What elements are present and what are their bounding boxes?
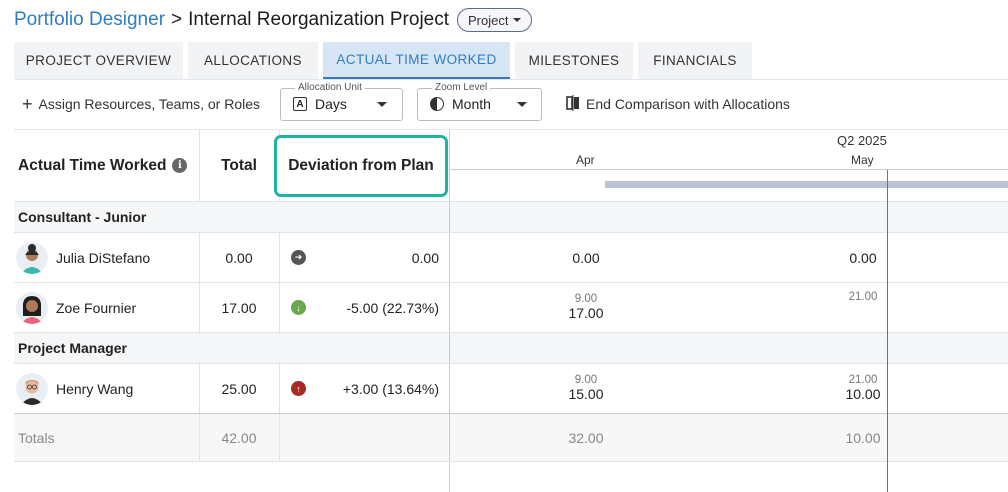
deviation-value: +3.00 (13.64%) <box>342 380 439 397</box>
half-circle-icon <box>430 97 445 111</box>
totals-may-value: 10.00 <box>845 429 881 446</box>
assign-resources-label: Assign Resources, Teams, or Roles <box>38 96 261 112</box>
group-label: Project Manager <box>18 340 127 356</box>
apr-planned-value: 9.00 <box>574 293 598 306</box>
zoom-level-select[interactable]: Zoom Level Month <box>417 81 543 121</box>
deviation-cell: ↑ +3.00 (13.64%) <box>279 364 449 413</box>
project-type-label: Project <box>468 12 509 28</box>
letter-a-box-icon: A <box>293 97 308 111</box>
deviation-cell: ↓ -5.00 (22.73%) <box>279 283 449 332</box>
apr-actual-value: 15.00 <box>568 386 604 403</box>
breadcrumb-separator: > <box>171 9 183 30</box>
apr-cell: 9.00 15.00 <box>450 364 722 413</box>
total-value: 0.00 <box>225 249 253 266</box>
avatar <box>16 372 48 405</box>
compare-icon <box>566 94 580 114</box>
column-header-deviation-from-plan[interactable]: Deviation from Plan <box>274 135 448 197</box>
apr-planned-value: 9.00 <box>574 374 598 387</box>
assign-resources-button[interactable]: + Assign Resources, Teams, or Roles <box>14 95 270 113</box>
may-actual-value: 0.00 <box>849 249 877 266</box>
may-cell: 21.00 <box>722 283 1004 332</box>
table-row[interactable]: Julia DiStefano 0.00 ➜ 0.00 0.00 0.00 <box>14 233 1008 283</box>
deviation-cell: ➜ 0.00 <box>279 233 449 282</box>
may-planned-value: 21.00 <box>848 291 878 303</box>
deviation-value: 0.00 <box>411 249 439 266</box>
info-icon[interactable]: i <box>172 158 188 173</box>
tabs-divider <box>14 79 1008 80</box>
end-comparison-label: End Comparison with Allocations <box>586 96 790 112</box>
may-actual-value: 10.00 <box>845 386 881 403</box>
column-header-actual-time-worked: Actual Time Worked i <box>18 130 198 201</box>
column-header-actual-time-worked-label: Actual Time Worked <box>18 156 167 174</box>
end-comparison-button[interactable]: End Comparison with Allocations <box>556 94 800 114</box>
column-header-total[interactable]: Total <box>221 156 257 174</box>
resource-name: Zoe Fournier <box>56 299 137 316</box>
arrow-up-icon: ↑ <box>291 381 306 396</box>
tab-financials[interactable]: FINANCIALS <box>638 42 752 79</box>
group-row-consultant-junior: Consultant - Junior <box>14 202 1008 233</box>
page-header: Portfolio Designer > Internal Reorganiza… <box>14 6 533 34</box>
plus-icon: + <box>22 94 33 114</box>
tab-milestones[interactable]: MILESTONES <box>515 42 633 79</box>
resource-name-cell: Henry Wang <box>16 364 133 413</box>
totals-total-value: 42.00 <box>221 429 257 446</box>
table-row[interactable]: Zoe Fournier 17.00 ↓ -5.00 (22.73%) 9.00… <box>14 283 1008 333</box>
today-marker-line <box>887 170 888 492</box>
totals-label: Totals <box>18 429 55 446</box>
toolbar: + Assign Resources, Teams, or Roles Allo… <box>14 81 800 124</box>
total-value: 17.00 <box>221 299 257 316</box>
arrow-right-icon: ➜ <box>291 250 306 265</box>
may-planned-value: 21.00 <box>848 374 878 387</box>
month-label-apr: Apr <box>576 153 595 167</box>
chevron-down-icon <box>516 101 527 107</box>
grid-header-row: Actual Time Worked i Total Deviation fro… <box>14 130 1008 202</box>
quarter-label: Q2 2025 <box>837 133 887 148</box>
totals-row: Totals 42.00 32.00 10.00 <box>14 414 1008 462</box>
allocation-unit-select[interactable]: Allocation Unit A Days <box>280 81 404 121</box>
group-row-project-manager: Project Manager <box>14 333 1008 364</box>
total-value: 25.00 <box>221 380 257 397</box>
chevron-down-icon <box>376 101 387 107</box>
resource-name-cell: Zoe Fournier <box>16 283 136 332</box>
toolbar-divider <box>14 129 1008 130</box>
zoom-level-legend: Zoom Level <box>432 81 491 93</box>
group-label: Consultant - Junior <box>18 209 147 225</box>
resource-name: Henry Wang <box>56 380 134 397</box>
totals-apr-value: 32.00 <box>568 429 604 446</box>
project-type-dropdown[interactable]: Project <box>457 8 533 32</box>
table-row[interactable]: Henry Wang 25.00 ↑ +3.00 (13.64%) 9.00 1… <box>14 364 1008 414</box>
resource-name: Julia DiStefano <box>56 249 151 266</box>
avatar <box>16 291 48 324</box>
tab-project-overview[interactable]: PROJECT OVERVIEW <box>14 42 183 79</box>
apr-cell: 9.00 17.00 <box>450 283 722 332</box>
apr-actual-value: 17.00 <box>568 305 604 322</box>
breadcrumb-portfolio-designer[interactable]: Portfolio Designer <box>14 9 166 30</box>
page-title: Internal Reorganization Project <box>188 9 450 30</box>
allocation-unit-legend: Allocation Unit <box>295 81 365 93</box>
deviation-value: -5.00 (22.73%) <box>346 299 439 316</box>
avatar <box>16 241 48 274</box>
timeline-bar <box>605 181 1008 188</box>
may-cell: 21.00 10.00 <box>722 364 1004 413</box>
resource-name-cell: Julia DiStefano <box>16 233 150 282</box>
tab-actual-time-worked[interactable]: ACTUAL TIME WORKED <box>323 42 510 79</box>
tab-allocations[interactable]: ALLOCATIONS <box>188 42 318 79</box>
zoom-level-value: Month <box>452 96 491 112</box>
tab-bar: PROJECT OVERVIEW ALLOCATIONS ACTUAL TIME… <box>14 42 757 79</box>
month-label-may: May <box>851 153 874 167</box>
apr-actual-value: 0.00 <box>572 249 600 266</box>
allocation-unit-value: Days <box>315 96 347 112</box>
arrow-down-icon: ↓ <box>291 300 306 315</box>
chevron-down-icon <box>513 18 522 22</box>
